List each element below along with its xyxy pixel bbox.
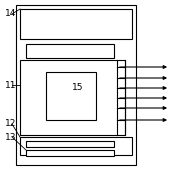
Bar	[46, 72, 96, 120]
Bar	[20, 9, 132, 39]
Text: 13: 13	[5, 132, 16, 141]
Text: 14: 14	[5, 10, 16, 18]
Bar	[20, 60, 125, 135]
Text: 11: 11	[5, 81, 16, 89]
Bar	[20, 137, 132, 155]
Bar	[26, 150, 114, 156]
Bar	[16, 5, 136, 165]
Text: 12: 12	[5, 120, 16, 129]
Bar	[26, 44, 114, 58]
Text: 15: 15	[72, 82, 83, 92]
Bar	[26, 141, 114, 147]
